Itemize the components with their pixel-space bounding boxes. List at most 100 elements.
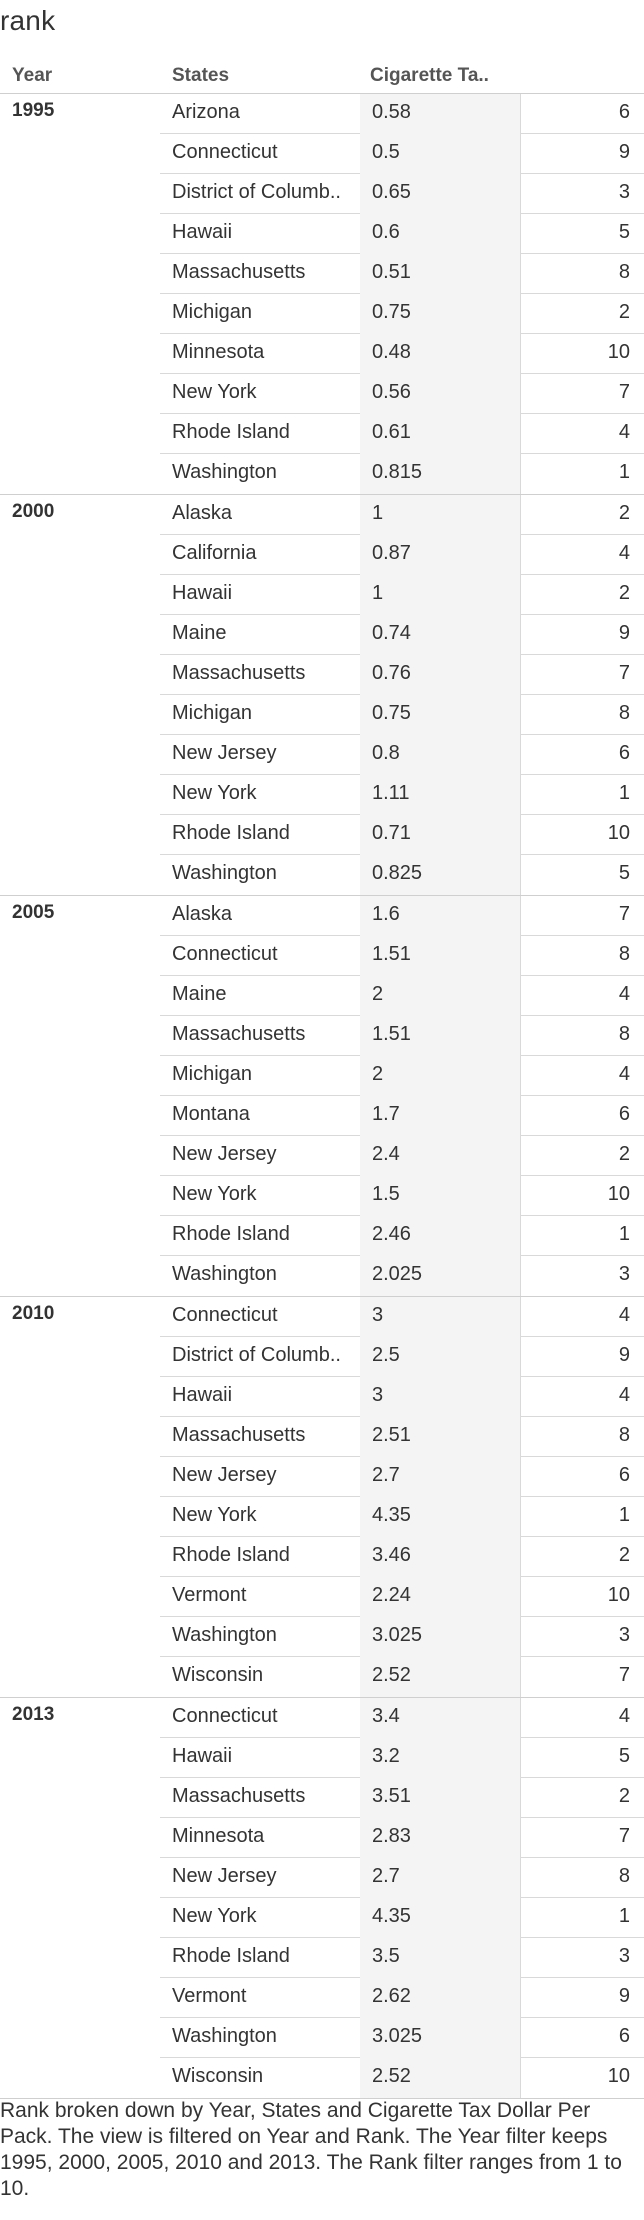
rank-value: 4 [618, 1384, 630, 1406]
header-cigarette-tax[interactable]: Cigarette Ta.. [370, 65, 489, 86]
state-cell: Minnesota [172, 341, 265, 363]
table-row[interactable]: New York 1.5 10 [160, 1176, 644, 1216]
table-row[interactable]: Hawaii 0.6 5 [160, 214, 644, 254]
table-row[interactable]: Minnesota 0.48 10 [160, 334, 644, 374]
column-divider [520, 815, 521, 855]
rank-value: 9 [618, 1985, 630, 2007]
table-row[interactable]: Connecticut 0.5 9 [160, 134, 644, 174]
table-row[interactable]: Vermont 2.62 9 [160, 1978, 644, 2018]
column-divider [520, 1938, 521, 1978]
year-label[interactable]: 1995 [12, 100, 55, 121]
table-row[interactable]: Maine 2 4 [160, 976, 644, 1016]
tax-cell: 0.61 [360, 414, 520, 454]
column-divider [520, 575, 521, 615]
table-row[interactable]: Washington 0.825 5 [160, 855, 644, 895]
table-row[interactable]: Massachusetts 0.51 8 [160, 254, 644, 294]
rank-value: 5 [618, 862, 630, 884]
state-cell: District of Columb.. [172, 181, 341, 203]
rank-value: 8 [618, 261, 630, 283]
state-cell: Hawaii [172, 1384, 233, 1406]
header-year[interactable]: Year [12, 65, 53, 86]
table-row[interactable]: Maine 0.74 9 [160, 615, 644, 655]
table-row[interactable]: Hawaii 3.2 5 [160, 1738, 644, 1778]
table-row[interactable]: Massachusetts 3.51 2 [160, 1778, 644, 1818]
rank-value: 2 [618, 1785, 630, 1807]
column-divider [520, 976, 521, 1016]
tax-cell: 3 [360, 1377, 520, 1417]
table-row[interactable]: Connecticut 1.51 8 [160, 936, 644, 976]
table-row[interactable]: Michigan 2 4 [160, 1056, 644, 1096]
table-row[interactable]: Rhode Island 2.46 1 [160, 1216, 644, 1256]
table-row[interactable]: Rhode Island 0.61 4 [160, 414, 644, 454]
table-row[interactable]: Hawaii 1 2 [160, 575, 644, 615]
column-divider [520, 1537, 521, 1577]
tax-cell: 1.5 [360, 1176, 520, 1216]
table-row[interactable]: Alaska 1.6 7 [160, 896, 644, 936]
table-row[interactable]: Washington 3.025 3 [160, 1617, 644, 1657]
year-label[interactable]: 2000 [12, 501, 55, 522]
tax-cell: 2.24 [360, 1577, 520, 1617]
table-row[interactable]: Michigan 0.75 2 [160, 294, 644, 334]
table-row[interactable]: Washington 3.025 6 [160, 2018, 644, 2058]
column-divider [520, 1898, 521, 1938]
chart-caption: Rank broken down by Year, States and Cig… [0, 2099, 622, 2200]
table-row[interactable]: New York 0.56 7 [160, 374, 644, 414]
table-row[interactable]: Wisconsin 2.52 10 [160, 2058, 644, 2098]
tax-cell: 3 [360, 1297, 520, 1337]
table-row[interactable]: New Jersey 0.8 6 [160, 735, 644, 775]
tax-value: 0.56 [372, 381, 411, 403]
tax-value: 3.5 [372, 1945, 400, 1967]
table-row[interactable]: California 0.87 4 [160, 535, 644, 575]
column-divider [520, 1698, 521, 1738]
year-label[interactable]: 2010 [12, 1303, 55, 1324]
table-row[interactable]: New York 1.11 1 [160, 775, 644, 815]
table-row[interactable]: Rhode Island 3.5 3 [160, 1938, 644, 1978]
table-row[interactable]: Wisconsin 2.52 7 [160, 1657, 644, 1697]
table-row[interactable]: Massachusetts 0.76 7 [160, 655, 644, 695]
rank-value: 3 [618, 1624, 630, 1646]
table-row[interactable]: Alaska 1 2 [160, 495, 644, 535]
table-row[interactable]: Michigan 0.75 8 [160, 695, 644, 735]
state-cell: New York [172, 782, 257, 804]
rank-value: 6 [618, 2025, 630, 2047]
table-row[interactable]: Connecticut 3 4 [160, 1297, 644, 1337]
table-row[interactable]: New Jersey 2.4 2 [160, 1136, 644, 1176]
tax-cell: 3.51 [360, 1778, 520, 1818]
table-row[interactable]: Rhode Island 0.71 10 [160, 815, 644, 855]
table-row[interactable]: District of Columb.. 2.5 9 [160, 1337, 644, 1377]
table-row[interactable]: Minnesota 2.83 7 [160, 1818, 644, 1858]
tax-value: 2.62 [372, 1985, 411, 2007]
table-row[interactable]: Massachusetts 2.51 8 [160, 1417, 644, 1457]
table-row[interactable]: Hawaii 3 4 [160, 1377, 644, 1417]
column-divider [520, 1818, 521, 1858]
column-divider [520, 1657, 521, 1697]
table-row[interactable]: Washington 0.815 1 [160, 454, 644, 494]
table-row[interactable]: District of Columb.. 0.65 3 [160, 174, 644, 214]
column-divider [520, 1778, 521, 1818]
rank-value: 1 [618, 1504, 630, 1526]
table-row[interactable]: Rhode Island 3.46 2 [160, 1537, 644, 1577]
table-row[interactable]: New Jersey 2.7 8 [160, 1858, 644, 1898]
year-label[interactable]: 2005 [12, 902, 55, 923]
tax-value: 2 [372, 983, 384, 1005]
state-cell: Minnesota [172, 1825, 265, 1847]
table-row[interactable]: New York 4.35 1 [160, 1898, 644, 1938]
state-cell: New York [172, 1905, 257, 1927]
table-row[interactable]: Montana 1.7 6 [160, 1096, 644, 1136]
table-row[interactable]: Washington 2.025 3 [160, 1256, 644, 1296]
state-cell: Michigan [172, 301, 253, 323]
tax-cell: 2.62 [360, 1978, 520, 2018]
table-row[interactable]: New York 4.35 1 [160, 1497, 644, 1537]
rank-value: 9 [618, 141, 630, 163]
table-row[interactable]: Arizona 0.58 6 [160, 94, 644, 134]
column-divider [520, 134, 521, 174]
table-row[interactable]: Vermont 2.24 10 [160, 1577, 644, 1617]
year-label[interactable]: 2013 [12, 1704, 55, 1725]
table-row[interactable]: Connecticut 3.4 4 [160, 1698, 644, 1738]
table-row[interactable]: Massachusetts 1.51 8 [160, 1016, 644, 1056]
tax-value: 3 [372, 1384, 384, 1406]
header-states[interactable]: States [172, 65, 230, 86]
table-row[interactable]: New Jersey 2.7 6 [160, 1457, 644, 1497]
tax-cell: 0.51 [360, 254, 520, 294]
state-cell: Washington [172, 1624, 277, 1646]
